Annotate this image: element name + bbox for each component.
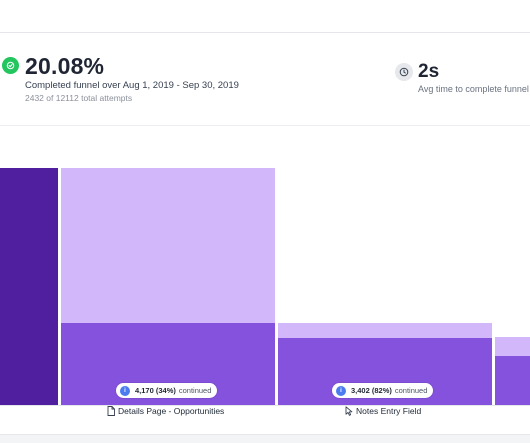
completion-description: Completed funnel over Aug 1, 2019 - Sep …: [25, 80, 239, 91]
completion-percent: 20.08%: [25, 53, 105, 79]
funnel-bar-step-4-dropped[interactable]: [495, 337, 530, 356]
continued-suffix: continued: [394, 386, 428, 395]
step-label-details-page[interactable]: Details Page - Opportunities: [107, 406, 224, 416]
top-bar: [0, 0, 530, 33]
chart-baseline: [0, 405, 530, 406]
attempts-count: 2432 of 12112 total attempts: [25, 93, 133, 103]
funnel-summary: [0, 33, 530, 126]
page-icon: [107, 406, 115, 416]
funnel-bar-step-3-dropped[interactable]: [278, 323, 492, 338]
continued-value: 3,402 (82%): [351, 386, 392, 395]
check-circle-icon: [2, 57, 19, 74]
continued-value: 4,170 (34%): [135, 386, 176, 395]
avg-time-label: Avg time to complete funnel: [418, 84, 529, 94]
continued-pill-step-3[interactable]: i 3,402 (82%) continued: [332, 383, 434, 398]
step-label-text: Notes Entry Field: [356, 406, 422, 416]
step-label-notes-entry[interactable]: Notes Entry Field: [345, 406, 421, 416]
funnel-bar-step-2-dropped[interactable]: [61, 168, 275, 323]
step-label-text: Details Page - Opportunities: [118, 406, 225, 416]
funnel-bar-step-1[interactable]: [0, 168, 58, 405]
bottom-scroll-area[interactable]: [0, 434, 530, 443]
cursor-icon: [345, 406, 353, 416]
funnel-bar-step-4-continued[interactable]: [495, 356, 530, 405]
clock-icon: [395, 63, 413, 81]
info-badge-icon: i: [336, 385, 346, 396]
info-badge-icon: i: [120, 385, 130, 396]
avg-time-value: 2s: [418, 61, 440, 82]
continued-pill-step-2[interactable]: i 4,170 (34%) continued: [116, 383, 218, 398]
continued-suffix: continued: [178, 386, 212, 395]
